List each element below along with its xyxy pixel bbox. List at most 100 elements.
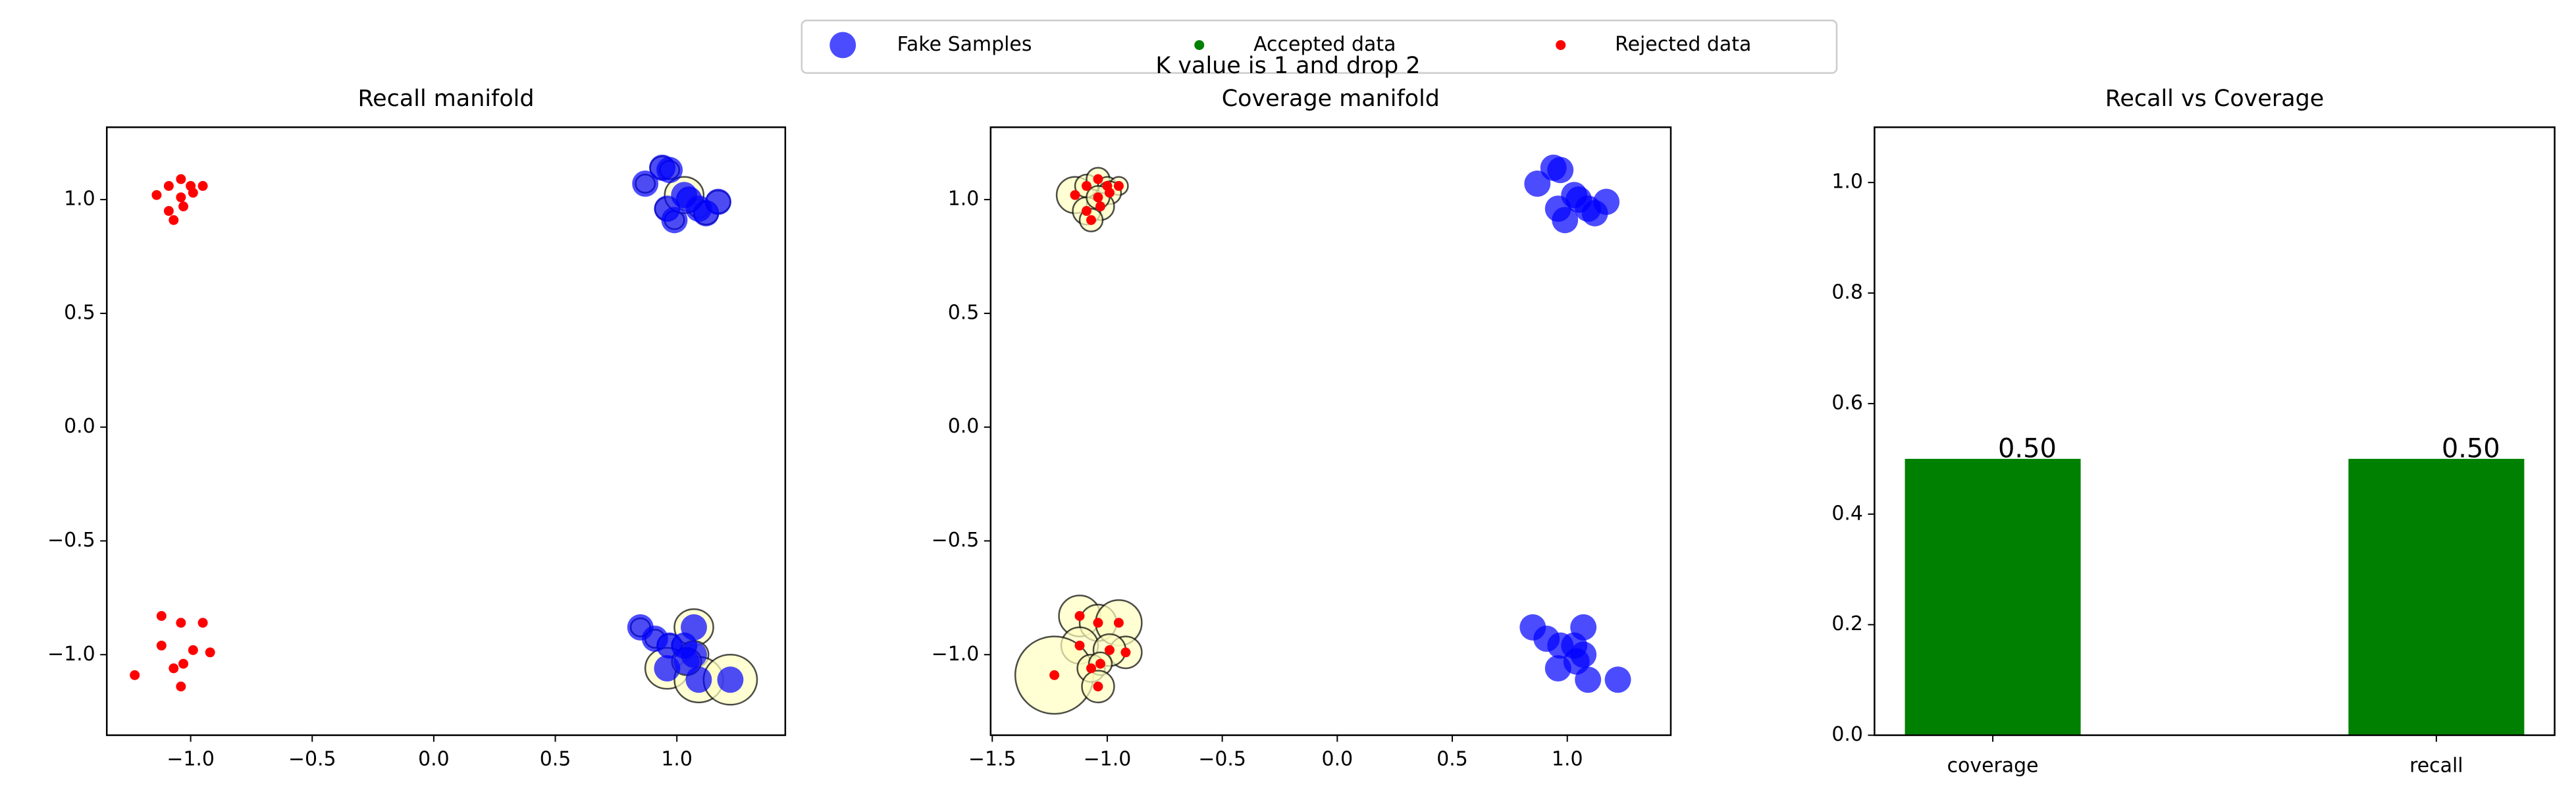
point [197, 618, 208, 628]
axes-frame [1874, 126, 2556, 736]
point [1082, 205, 1091, 216]
x-tick-label: 0.0 [1322, 748, 1354, 771]
point [671, 182, 698, 209]
y-tick-label: 0.2 [1831, 612, 1863, 635]
y-tick-label: 1.0 [1831, 171, 1863, 194]
point [1593, 188, 1620, 215]
point [1095, 658, 1105, 669]
value-label: 0.50 [2442, 433, 2500, 464]
point [1120, 647, 1131, 658]
point [178, 201, 189, 211]
point [1086, 215, 1096, 225]
point [1082, 180, 1091, 191]
axes-frame [105, 126, 787, 736]
y-tick-label: 0.0 [64, 415, 95, 438]
point [661, 207, 688, 234]
x-tick-label: −0.5 [288, 748, 336, 771]
point [656, 157, 683, 184]
point [1104, 645, 1115, 655]
x-tick-label: 0.5 [1436, 748, 1468, 771]
y-tick-label: 0.4 [1831, 502, 1863, 525]
point [1563, 648, 1590, 675]
x-tick-label: −0.5 [1198, 748, 1246, 771]
point [163, 180, 174, 191]
y-tick-label: 0.8 [1831, 281, 1863, 304]
x-tick-label: −1.5 [968, 748, 1016, 771]
point [1070, 190, 1080, 200]
legend-marker [1194, 40, 1205, 50]
x-tick-label: −1.0 [1084, 748, 1132, 771]
point [1104, 188, 1115, 198]
point [1561, 182, 1588, 209]
point [1095, 201, 1105, 211]
axes-title: Recall manifold [357, 86, 534, 112]
legend-marker [1556, 40, 1566, 50]
point [197, 180, 208, 191]
figure-title: K value is 1 and drop 2 [1155, 53, 1420, 79]
point [130, 670, 140, 680]
point [1093, 681, 1103, 692]
axes-title: Recall vs Coverage [2105, 86, 2325, 112]
y-tick-label: −0.5 [47, 529, 95, 552]
point [632, 170, 659, 197]
point [169, 215, 179, 225]
legend-label: Fake Samples [897, 33, 1032, 56]
point [1093, 192, 1103, 203]
bar [1905, 458, 2081, 735]
point [1113, 180, 1124, 191]
y-tick-label: 1.0 [64, 188, 95, 211]
y-tick-label: 0.5 [948, 301, 980, 324]
value-label: 0.50 [1998, 433, 2057, 464]
point [163, 205, 174, 216]
x-tick-label: 1.0 [661, 748, 693, 771]
point [176, 192, 186, 203]
legend-label: Accepted data [1253, 33, 1396, 56]
point [176, 681, 186, 692]
point [704, 188, 731, 215]
point [176, 618, 186, 628]
point [1074, 611, 1085, 622]
point [1113, 618, 1124, 628]
point [178, 658, 189, 669]
y-tick-label: 1.0 [948, 188, 980, 211]
y-tick-label: 0.6 [1831, 391, 1863, 414]
y-tick-label: −1.0 [47, 643, 95, 666]
point [1547, 157, 1574, 184]
point [717, 666, 744, 693]
point [1093, 174, 1103, 184]
point [1524, 170, 1551, 197]
y-tick-label: 0.0 [948, 415, 980, 438]
point [176, 174, 186, 184]
point [156, 611, 167, 622]
point [1552, 207, 1579, 234]
legend-label: Rejected data [1615, 33, 1751, 56]
point [1604, 666, 1631, 693]
point [1570, 614, 1597, 641]
x-tick-label: coverage [1947, 755, 2039, 778]
axes-title: Coverage manifold [1222, 86, 1440, 112]
point [205, 647, 215, 658]
point [188, 188, 198, 198]
x-tick-label: 0.0 [418, 748, 450, 771]
point [1086, 663, 1096, 674]
axes-frame [989, 126, 1672, 736]
point [169, 663, 179, 674]
x-tick-label: 1.0 [1552, 748, 1583, 771]
point [1049, 670, 1060, 680]
y-tick-label: −1.0 [932, 643, 980, 666]
point [188, 645, 198, 655]
legend-box [801, 19, 1838, 74]
x-tick-label: recall [2409, 755, 2463, 778]
point [151, 190, 162, 200]
point [1074, 640, 1085, 651]
point [156, 640, 167, 651]
legend-marker [829, 32, 856, 59]
y-tick-label: 0.0 [1831, 723, 1863, 746]
x-tick-label: 0.5 [540, 748, 571, 771]
point [1093, 618, 1103, 628]
point [681, 614, 707, 641]
x-tick-label: −1.0 [167, 748, 215, 771]
y-tick-label: 0.5 [64, 301, 95, 324]
